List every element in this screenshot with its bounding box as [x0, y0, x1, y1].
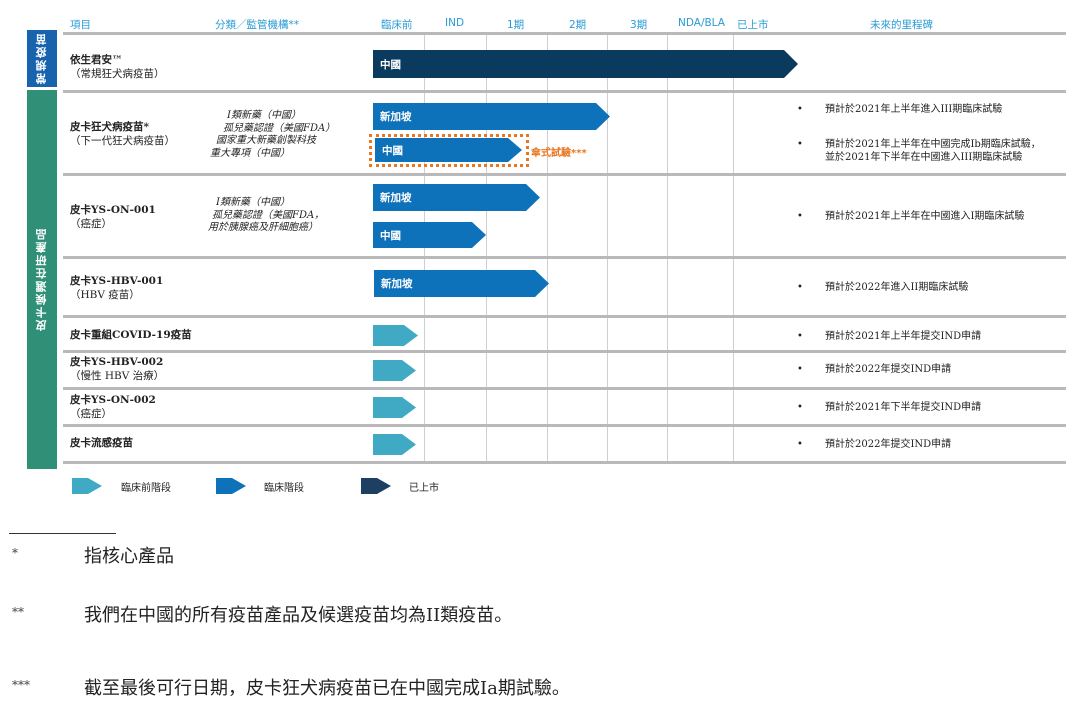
- milestone: • 預計於2021年上半年在中國完成Ib期臨床試驗， 並於2021年下半年在中國進入…: [797, 139, 1041, 163]
- legend-label-marketed: 已上市: [409, 483, 439, 494]
- product-name: 皮卡YS-ON-002 （癌症）: [70, 394, 156, 420]
- bar-preclinical: [373, 360, 416, 381]
- footnote: * 指核心產品: [12, 546, 174, 567]
- divider: [63, 424, 1066, 427]
- divider: [424, 35, 425, 463]
- milestone: • 預計於2021年上半年提交IND申請: [797, 331, 982, 342]
- divider: [63, 315, 1066, 318]
- bar-clinical: 新加坡: [373, 184, 540, 211]
- milestone: • 預計於2022年提交IND申請: [797, 439, 952, 450]
- legend-swatch-marketed: [361, 478, 391, 494]
- product-name: 依生君安™ （常規狂犬病疫苗）: [70, 54, 165, 80]
- footnote: *** 截至最後可行日期，皮卡狂犬病疫苗已在中國完成Ia期試驗。: [12, 678, 570, 699]
- divider: [63, 461, 1066, 464]
- product-name: 皮卡YS-ON-001 （癌症）: [70, 204, 156, 230]
- header-category: 分類／監管機構**: [215, 19, 299, 31]
- header-stage-nda: NDA/BLA: [678, 17, 725, 29]
- umbrella-trial-note: 傘式試驗***: [531, 148, 587, 159]
- milestone: • 預計於2021年上半年在中國進入I期臨床試驗: [797, 211, 1025, 222]
- divider: [547, 35, 548, 463]
- divider: [733, 35, 734, 463]
- header-stage-phase3: 3期: [630, 19, 648, 31]
- product-name: 皮卡狂犬病疫苗* （下一代狂犬病疫苗）: [70, 121, 175, 147]
- divider: [607, 35, 608, 463]
- header-item: 項目: [70, 19, 91, 31]
- legend-swatch-preclinical: [72, 478, 102, 494]
- bar-clinical: 中國: [373, 222, 486, 248]
- divider: [63, 32, 1066, 35]
- milestone: • 預計於2021年上半年進入III期臨床試驗: [797, 104, 1003, 115]
- product-name: 皮卡YS-HBV-002 （慢性 HBV 治療）: [70, 356, 165, 382]
- header-stage-phase1: 1期: [507, 19, 525, 31]
- footnote: ** 我們在中國的所有疫苗產品及候選疫苗均為II類疫苗。: [12, 605, 513, 626]
- header-stage-phase2: 2期: [569, 19, 587, 31]
- divider: [63, 90, 1066, 93]
- umbrella-trial-box: [369, 134, 529, 167]
- group-conventional: 常規疫苗: [27, 30, 57, 87]
- product-category: I類新藥（中國） 孤兒藥認證（美國FDA， 用於胰腺癌及肝細胞癌）: [208, 197, 325, 233]
- group-pipeline: 皮卡候選在研產品: [27, 90, 57, 469]
- bar-preclinical: [373, 434, 416, 455]
- legend-swatch-clinical: [216, 478, 246, 494]
- product-name: 皮卡流感疫苗: [70, 437, 133, 449]
- product-name: 皮卡重組COVID-19疫苗: [70, 329, 192, 341]
- bar-clinical: 中國: [375, 138, 522, 162]
- divider: [63, 387, 1066, 390]
- footnote-rule: [9, 533, 116, 534]
- milestone: • 預計於2022年提交IND申請: [797, 364, 952, 375]
- product-category: I類新藥（中國） 孤兒藥認證（美國FDA） 國家重大新藥創製科技 重大專項（中國…: [210, 110, 336, 159]
- bar-preclinical: [373, 325, 418, 346]
- divider: [63, 350, 1066, 353]
- legend-label-clinical: 臨床階段: [264, 483, 304, 494]
- bar-clinical: 新加坡: [373, 103, 610, 130]
- product-name: 皮卡YS-HBV-001 （HBV 疫苗）: [70, 275, 164, 301]
- divider: [63, 256, 1066, 259]
- milestone: • 預計於2022年進入II期臨床試驗: [797, 282, 969, 293]
- header-stage-ind: IND: [445, 17, 465, 29]
- header-stage-marketed: 已上市: [737, 19, 769, 31]
- bar-clinical: 新加坡: [374, 270, 549, 297]
- divider: [63, 173, 1066, 176]
- milestone: • 預計於2021年下半年提交IND申請: [797, 402, 982, 413]
- header-milestones: 未來的里程碑: [870, 19, 933, 31]
- legend-label-preclinical: 臨床前階段: [121, 483, 171, 494]
- bar-marketed: 中國: [373, 50, 798, 78]
- divider: [667, 35, 668, 463]
- divider: [486, 35, 487, 463]
- bar-preclinical: [373, 397, 416, 418]
- header-stage-preclinical: 臨床前: [381, 19, 413, 31]
